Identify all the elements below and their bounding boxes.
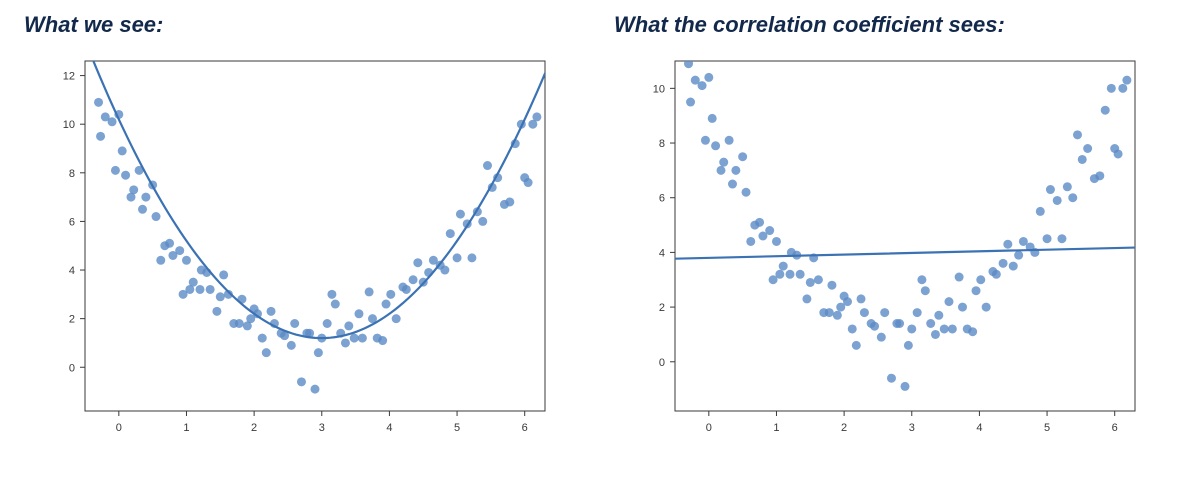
svg-text:8: 8 (659, 138, 665, 150)
svg-text:2: 2 (251, 422, 257, 434)
svg-text:6: 6 (1112, 422, 1118, 434)
svg-text:8: 8 (69, 168, 75, 180)
svg-text:6: 6 (69, 216, 75, 228)
left-plot-container: 0123456024681012 (30, 46, 560, 456)
left-title: What we see: (24, 12, 580, 38)
svg-text:2: 2 (69, 314, 75, 326)
svg-text:5: 5 (1044, 422, 1050, 434)
svg-text:2: 2 (659, 302, 665, 314)
page: What we see: 0123456024681012 What the c… (0, 0, 1200, 504)
svg-text:10: 10 (653, 83, 665, 95)
left-plot: 0123456024681012 (30, 46, 560, 456)
svg-text:3: 3 (909, 422, 915, 434)
svg-text:10: 10 (63, 119, 75, 131)
svg-text:0: 0 (69, 362, 75, 374)
svg-text:4: 4 (976, 422, 982, 434)
svg-text:4: 4 (386, 422, 392, 434)
svg-text:6: 6 (522, 422, 528, 434)
svg-text:0: 0 (706, 422, 712, 434)
left-panel: What we see: 0123456024681012 (20, 0, 580, 456)
svg-text:0: 0 (659, 357, 665, 369)
svg-text:4: 4 (659, 247, 665, 259)
right-panel: What the correlation coefficient sees: 0… (610, 0, 1170, 456)
svg-text:2: 2 (841, 422, 847, 434)
svg-text:3: 3 (319, 422, 325, 434)
svg-text:0: 0 (116, 422, 122, 434)
svg-text:6: 6 (659, 193, 665, 205)
svg-text:5: 5 (454, 422, 460, 434)
svg-text:1: 1 (773, 422, 779, 434)
svg-text:4: 4 (69, 265, 75, 277)
svg-text:1: 1 (183, 422, 189, 434)
right-title: What the correlation coefficient sees: (614, 12, 1170, 38)
right-plot: 0 1 2 3 4 5 6 0 2 4 6 8 10 (620, 46, 1150, 456)
svg-text:12: 12 (63, 71, 75, 83)
right-plot-container: 0 1 2 3 4 5 6 0 2 4 6 8 10 (620, 46, 1150, 456)
